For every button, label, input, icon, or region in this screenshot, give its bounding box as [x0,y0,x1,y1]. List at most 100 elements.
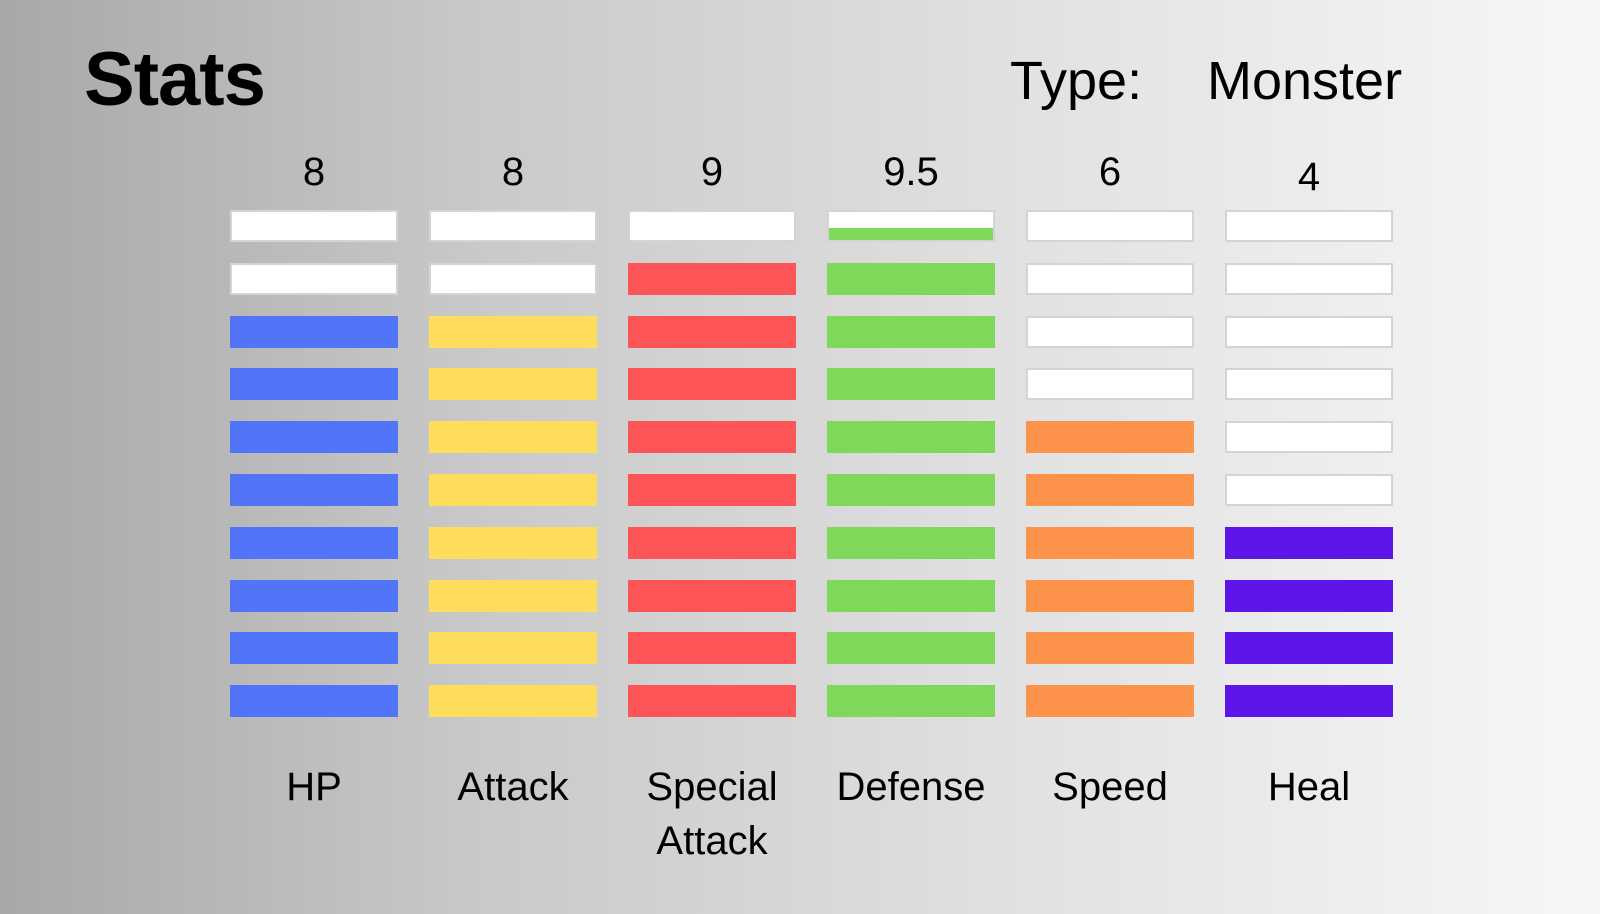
bar-segment [230,368,398,401]
value-label: 8 [501,150,525,194]
value-label: 9 [700,150,724,194]
bar-segment [628,210,796,242]
bar-segment [429,210,597,242]
bar-fill [630,317,794,346]
bar-segment [429,421,597,454]
value-label: 9.5 [883,150,939,194]
bar-segment [827,579,995,612]
bar-segment [827,526,995,559]
bar-fill [630,476,794,504]
bar-segment [1026,632,1194,665]
bar-segment [628,368,796,401]
value-label: 6 [1098,150,1122,194]
value-label: 8 [302,150,326,194]
bar-fill [431,634,595,663]
bar-fill [829,634,993,663]
bar-fill [1028,634,1192,663]
bar-fill [431,687,595,716]
bar-segment [1225,262,1393,295]
bar-fill [232,528,396,557]
bar-fill [829,528,993,557]
bar-fill [431,528,595,557]
bar-segment [628,579,796,612]
bar-segment [827,474,995,506]
bar-segment [827,368,995,401]
bar-fill [829,423,993,452]
bar-segment [429,526,597,559]
bar-segment [429,632,597,665]
category-label: Speed [1052,765,1168,809]
bar-segment [1225,421,1393,454]
bar-fill [232,687,396,716]
bar-segment [1225,315,1393,348]
bar-segment [1026,368,1194,401]
bar-segment [230,421,398,454]
bar-fill [1028,581,1192,610]
bar-segment [1225,579,1393,612]
bar-segment [230,262,398,295]
bar-fill [431,423,595,452]
bar-fill [1227,581,1391,610]
bar-segment [230,210,398,242]
bar-segment [827,315,995,348]
bar-fill [1028,476,1192,504]
bar-fill [1028,687,1192,716]
bar-segment [429,579,597,612]
bar-segment [628,262,796,295]
bar-segment [1225,474,1393,506]
bar-fill [431,581,595,610]
bar-segment [827,210,995,242]
bar-segment [1026,262,1194,295]
bar-fill [829,228,993,240]
bar-segment [1026,526,1194,559]
bar-segment [1026,685,1194,718]
bar-segment [230,315,398,348]
bar-segment [429,685,597,718]
bar-fill [630,634,794,663]
bar-fill [829,687,993,716]
bar-fill [1227,528,1391,557]
type-label: Type: [1010,51,1143,111]
bar-segment [429,474,597,506]
bar-segment [628,315,796,348]
bar-fill [232,370,396,399]
bar-fill [431,370,595,399]
bar-fill [630,423,794,452]
bar-fill [232,476,396,504]
bar-segment [1026,210,1194,242]
bar-segment [628,685,796,718]
bar-segment [827,421,995,454]
bar-segment [1225,210,1393,242]
bar-segment [1225,368,1393,401]
category-label: Defense [836,765,986,809]
bar-fill [1227,687,1391,716]
bar-fill [232,317,396,346]
bar-fill [630,528,794,557]
bar-segment [1225,526,1393,559]
bar-fill [1227,634,1391,663]
bar-segment [429,315,597,348]
bar-fill [232,581,396,610]
bar-segment [429,262,597,295]
bar-fill [829,370,993,399]
bar-segment [1026,421,1194,454]
bar-segment [1026,474,1194,506]
value-label: 4 [1297,155,1321,199]
bar-fill [232,423,396,452]
bar-segment [230,685,398,718]
bar-segment [230,526,398,559]
bar-segment [628,632,796,665]
bar-fill [829,581,993,610]
bar-segment [827,632,995,665]
bar-segment [230,474,398,506]
bar-segment [1026,315,1194,348]
bar-fill [829,476,993,504]
bar-fill [630,264,794,293]
bar-segment [628,421,796,454]
bar-segment [230,579,398,612]
bar-fill [1028,528,1192,557]
bar-fill [232,634,396,663]
bar-segment [1026,579,1194,612]
bar-segment [628,526,796,559]
